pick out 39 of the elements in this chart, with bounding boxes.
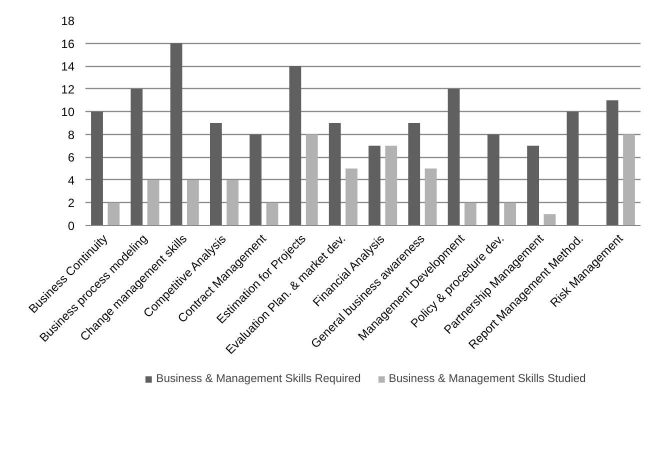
y-tick-label: 6 <box>68 150 75 165</box>
bar <box>566 112 579 226</box>
legend-label: Business & Management Skills Studied <box>388 373 586 385</box>
bar <box>424 168 437 226</box>
bar <box>346 168 358 226</box>
y-tick-label: 16 <box>61 36 75 51</box>
y-tick-label: 2 <box>68 196 75 210</box>
bar <box>606 100 618 226</box>
y-tick-label: 18 <box>61 14 75 28</box>
y-tick-label: 4 <box>68 173 75 188</box>
bar <box>91 112 103 226</box>
y-tick-label: 14 <box>61 60 75 74</box>
bar <box>448 88 460 226</box>
bar <box>328 123 341 226</box>
bar <box>289 66 302 226</box>
bar <box>504 202 516 226</box>
y-tick-label: 10 <box>61 105 75 120</box>
bar <box>408 123 420 226</box>
y-tick-label: 0 <box>68 219 75 233</box>
bar <box>250 134 262 226</box>
legend-label: Business & Management Skills Required <box>156 373 361 385</box>
bar <box>170 43 182 226</box>
bar <box>368 146 380 226</box>
bar <box>623 134 635 226</box>
bar <box>544 214 556 226</box>
bar <box>385 146 398 226</box>
bar <box>266 202 278 226</box>
bar <box>487 134 500 226</box>
bar <box>306 134 318 226</box>
y-tick-label: 12 <box>61 82 75 96</box>
bar <box>464 202 476 226</box>
bar <box>210 123 222 226</box>
bar <box>186 180 199 226</box>
bar <box>527 146 540 226</box>
bar <box>108 202 120 226</box>
y-tick-label: 8 <box>68 128 75 142</box>
bar <box>226 180 239 226</box>
bar <box>130 88 143 226</box>
bar <box>147 180 160 226</box>
